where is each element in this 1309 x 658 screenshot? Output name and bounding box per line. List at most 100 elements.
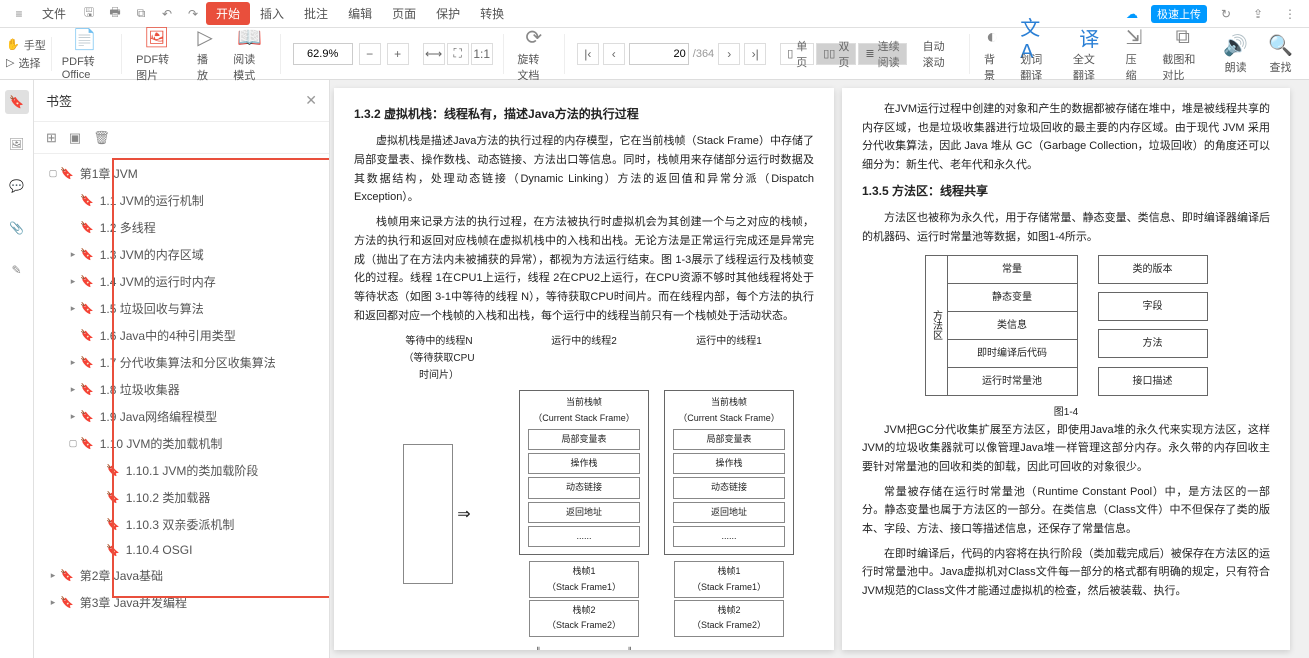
select-tool[interactable]: ▷选择 xyxy=(6,55,47,71)
paragraph: 栈帧用来记录方法的执行过程，在方法被执行时虚拟机会为其创建一个与之对应的栈帧，方… xyxy=(354,213,814,325)
copy-icon[interactable]: ⧉ xyxy=(130,3,152,25)
twisty-icon[interactable]: ▸ xyxy=(68,384,78,395)
pdf-to-office[interactable]: 📄PDF转Office xyxy=(52,27,118,81)
rail-bookmarks-icon[interactable]: 🔖 xyxy=(5,90,29,114)
rail-comments-icon[interactable]: 💬 xyxy=(5,174,29,198)
outline-item[interactable]: ▸🔖1.3 JVM的内存区域 xyxy=(34,241,329,268)
full-translate[interactable]: 译全文翻译 xyxy=(1063,25,1116,83)
bookmark-icon: 🔖 xyxy=(106,518,120,531)
bookmark-icon: 🔖 xyxy=(80,221,94,234)
app-menu-icon[interactable]: ≡ xyxy=(8,3,30,25)
hand-tool[interactable]: ✋手型 xyxy=(6,37,47,53)
outline-label: 1.3 JVM的内存区域 xyxy=(100,246,204,263)
tab-convert[interactable]: 转换 xyxy=(470,5,514,22)
rail-signature-icon[interactable]: ✎ xyxy=(5,258,29,282)
upload-badge[interactable]: 极速上传 xyxy=(1151,5,1207,23)
outline-label: 1.5 垃圾回收与算法 xyxy=(100,300,204,317)
rail-thumbnails-icon[interactable]: 🖼 xyxy=(5,132,29,156)
twisty-icon[interactable]: ▢ xyxy=(48,168,58,179)
twisty-icon[interactable]: ▸ xyxy=(68,357,78,368)
read-mode[interactable]: 📖阅读模式 xyxy=(223,25,276,83)
outline-item[interactable]: ▸🔖第3章 Java并发编程 xyxy=(34,589,329,616)
tab-annotate[interactable]: 批注 xyxy=(294,5,338,22)
tab-protect[interactable]: 保护 xyxy=(426,5,470,22)
zoom-in-icon[interactable]: + xyxy=(387,43,409,65)
outline-item[interactable]: ▸🔖第2章 Java基础 xyxy=(34,562,329,589)
share-icon[interactable]: ⇪ xyxy=(1247,3,1269,25)
last-page-icon[interactable]: ›| xyxy=(744,43,766,65)
outline-item[interactable]: 🔖1.10.1 JVM的类加载阶段 xyxy=(34,457,329,484)
zoom-input[interactable] xyxy=(293,43,353,65)
speak-btn[interactable]: 🔊朗读 xyxy=(1213,33,1258,75)
redo-icon[interactable]: ↷ xyxy=(182,3,204,25)
cloud-icon[interactable]: ☁ xyxy=(1121,3,1143,25)
twisty-icon[interactable]: ▸ xyxy=(68,276,78,287)
print-icon[interactable]: 🖶 xyxy=(104,3,126,25)
outline-item[interactable]: ▸🔖1.5 垃圾回收与算法 xyxy=(34,295,329,322)
actual-size-icon[interactable]: 1:1 xyxy=(471,43,493,65)
page-number-input[interactable] xyxy=(629,43,689,65)
bookmark-icon: 🔖 xyxy=(60,167,74,180)
save-icon[interactable]: 🖫 xyxy=(78,3,100,25)
outline-item[interactable]: 🔖 1.10.3 双亲委派机制 xyxy=(34,511,329,538)
fit-width-icon[interactable]: ⟷ xyxy=(423,43,445,65)
outline-label: 1.8 垃圾收集器 xyxy=(100,381,180,398)
view-single[interactable]: ▯单页 xyxy=(780,43,814,65)
bookmark-icon: 🔖 xyxy=(80,275,94,288)
outline-item[interactable]: ▢🔖1.10 JVM的类加载机制 xyxy=(34,430,329,457)
twisty-icon[interactable]: ▸ xyxy=(48,597,58,608)
tab-edit[interactable]: 编辑 xyxy=(338,5,382,22)
twisty-icon[interactable]: ▸ xyxy=(68,249,78,260)
play-button[interactable]: ▷播放 xyxy=(187,25,223,83)
outline-item[interactable]: ▸🔖1.9 Java网络编程模型 xyxy=(34,403,329,430)
background-btn[interactable]: ◐背景 xyxy=(974,25,1010,83)
zoom-out-icon[interactable]: − xyxy=(359,43,381,65)
compress-btn[interactable]: ⇲压缩 xyxy=(1116,25,1153,83)
outline-label: 1.10.3 双亲委派机制 xyxy=(126,516,235,533)
tab-start[interactable]: 开始 xyxy=(206,2,250,25)
twisty-icon[interactable]: ▸ xyxy=(68,303,78,314)
sidebar-close-icon[interactable]: ✕ xyxy=(305,92,317,109)
outline-item[interactable]: 🔖1.10.4 OSGI xyxy=(34,538,329,562)
tab-page[interactable]: 页面 xyxy=(382,5,426,22)
add-bookmark-icon[interactable]: ⊞ xyxy=(46,130,57,146)
find-btn[interactable]: 🔍查找 xyxy=(1258,33,1303,75)
outline-label: 1.10.4 OSGI xyxy=(126,543,193,557)
bookmark-icon: 🔖 xyxy=(60,596,74,609)
view-double[interactable]: ▯▯双页 xyxy=(816,43,856,65)
outline-item[interactable]: ▢🔖 第1章 JVM xyxy=(34,160,329,187)
outline-label: 第1章 JVM xyxy=(80,165,138,182)
new-bookmark-icon[interactable]: ▣ xyxy=(69,130,81,146)
file-menu[interactable]: 文件 xyxy=(32,5,76,22)
outline-item[interactable]: 🔖1.6 Java中的4种引用类型 xyxy=(34,322,329,349)
word-translate[interactable]: 文A划词翻译 xyxy=(1010,25,1063,83)
delete-bookmark-icon[interactable]: 🗑 xyxy=(93,130,110,146)
twisty-icon[interactable]: ▸ xyxy=(68,411,78,422)
outline-item[interactable]: 🔖1.2 多线程 xyxy=(34,214,329,241)
outline-item[interactable]: 🔖1.10.2 类加载器 xyxy=(34,484,329,511)
twisty-icon[interactable]: ▢ xyxy=(68,438,78,449)
section-heading: 1.3.5 方法区：线程共享 xyxy=(862,181,1270,201)
auto-scroll[interactable]: 自动滚动 xyxy=(913,38,966,70)
next-page-icon[interactable]: › xyxy=(718,43,740,65)
outline-item[interactable]: 🔖1.1 JVM的运行机制 xyxy=(34,187,329,214)
screenshot-compare[interactable]: ⧉截图和对比 xyxy=(1152,25,1213,83)
rail-attachments-icon[interactable]: 📎 xyxy=(5,216,29,240)
pdf-to-image[interactable]: 🖼PDF转图片 xyxy=(126,25,187,83)
bookmark-icon: 🔖 xyxy=(80,383,94,396)
fit-page-icon[interactable]: ⛶ xyxy=(447,43,469,65)
outline-item[interactable]: ▸🔖 1.8 垃圾收集器 xyxy=(34,376,329,403)
twisty-icon[interactable]: ▸ xyxy=(48,570,58,581)
paragraph: 方法区也被称为永久代，用于存储常量、静态变量、类信息、即时编译器编译后的机器码、… xyxy=(862,209,1270,246)
sync-icon[interactable]: ↻ xyxy=(1215,3,1237,25)
view-continuous[interactable]: ≣连续阅读 xyxy=(858,43,906,65)
undo-icon[interactable]: ↶ xyxy=(156,3,178,25)
outline-label: 1.10.1 JVM的类加载阶段 xyxy=(126,462,259,479)
more-icon[interactable]: ⋮ xyxy=(1279,3,1301,25)
first-page-icon[interactable]: |‹ xyxy=(577,43,599,65)
tab-insert[interactable]: 插入 xyxy=(250,5,294,22)
outline-item[interactable]: ▸🔖1.7 分代收集算法和分区收集算法 xyxy=(34,349,329,376)
rotate-doc[interactable]: ⟳旋转文档 xyxy=(507,25,560,83)
prev-page-icon[interactable]: ‹ xyxy=(603,43,625,65)
outline-item[interactable]: ▸🔖1.4 JVM的运行时内存 xyxy=(34,268,329,295)
